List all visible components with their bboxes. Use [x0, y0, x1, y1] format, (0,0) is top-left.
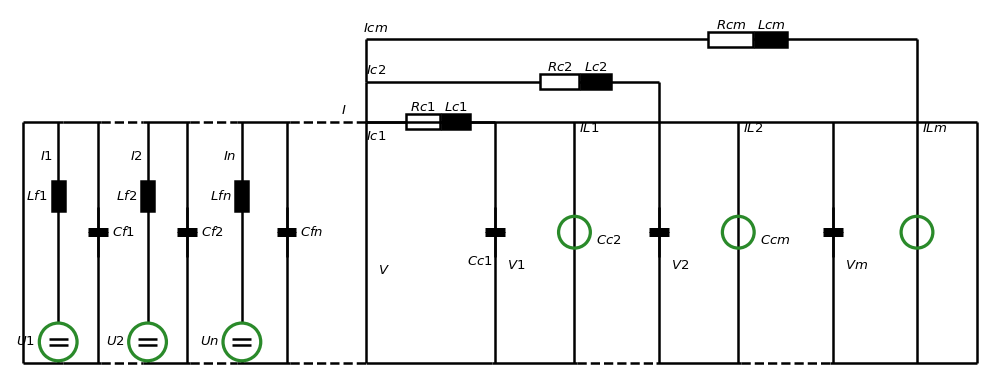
Text: $Ic2$: $Ic2$ — [366, 64, 386, 77]
Text: $Un$: $Un$ — [200, 335, 219, 349]
Text: $Cc1$: $Cc1$ — [467, 256, 493, 269]
Text: $V1$: $V1$ — [507, 259, 525, 272]
Text: $Cf2$: $Cf2$ — [201, 225, 224, 239]
Text: $Cf1$: $Cf1$ — [112, 225, 135, 239]
Text: $U2$: $U2$ — [106, 335, 125, 349]
Text: $Icm$: $Icm$ — [363, 22, 388, 35]
Text: $V2$: $V2$ — [671, 259, 689, 272]
Text: $I2$: $I2$ — [130, 150, 143, 163]
Text: $IL2$: $IL2$ — [743, 122, 764, 135]
Text: $IL1$: $IL1$ — [579, 122, 600, 135]
Bar — [755, 32, 787, 47]
Text: $Lfn$: $Lfn$ — [210, 189, 231, 203]
Text: $Lc2$: $Lc2$ — [584, 61, 608, 74]
Text: $Cfn$: $Cfn$ — [300, 225, 324, 239]
Bar — [442, 114, 470, 129]
Text: $Rc2$: $Rc2$ — [547, 61, 572, 74]
Text: $Lf1$: $Lf1$ — [26, 189, 48, 203]
Bar — [708, 32, 753, 47]
Text: $I$: $I$ — [341, 104, 347, 117]
Text: $V$: $V$ — [378, 264, 390, 277]
Bar — [141, 181, 154, 211]
Bar — [235, 181, 248, 211]
Text: $Lf2$: $Lf2$ — [116, 189, 137, 203]
Text: $Cc2$: $Cc2$ — [596, 234, 622, 247]
Text: $Rcm$: $Rcm$ — [716, 19, 746, 32]
Bar — [581, 74, 611, 89]
Text: $Rc1$: $Rc1$ — [410, 101, 436, 114]
Text: $Lcm$: $Lcm$ — [757, 19, 785, 32]
Text: $Vm$: $Vm$ — [845, 259, 868, 272]
Bar — [406, 114, 440, 129]
Text: $In$: $In$ — [223, 150, 237, 163]
Bar — [52, 181, 65, 211]
Text: $Ccm$: $Ccm$ — [760, 234, 791, 247]
Bar — [540, 74, 579, 89]
Text: $I1$: $I1$ — [40, 150, 53, 163]
Text: $Lc1$: $Lc1$ — [444, 101, 468, 114]
Text: $ILm$: $ILm$ — [922, 122, 947, 135]
Text: $U1$: $U1$ — [16, 335, 35, 349]
Text: $Ic1$: $Ic1$ — [366, 130, 386, 143]
